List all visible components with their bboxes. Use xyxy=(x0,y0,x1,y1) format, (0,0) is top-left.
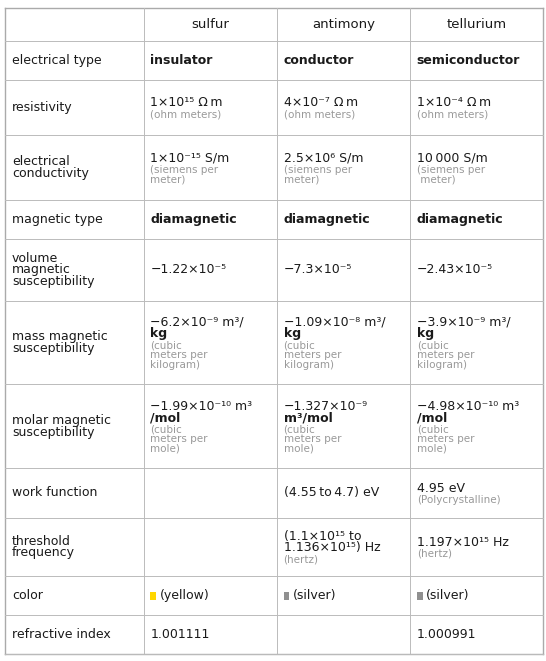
Text: molar magnetic: molar magnetic xyxy=(12,414,111,427)
Text: (hertz): (hertz) xyxy=(417,549,452,559)
Text: susceptibility: susceptibility xyxy=(12,342,94,355)
Text: −1.22×10⁻⁵: −1.22×10⁻⁵ xyxy=(151,264,227,276)
Text: insulator: insulator xyxy=(151,54,213,67)
Text: 2.5×10⁶ S/m: 2.5×10⁶ S/m xyxy=(283,151,363,165)
Text: magnetic type: magnetic type xyxy=(12,214,103,226)
Text: kg: kg xyxy=(283,327,301,340)
Bar xyxy=(283,592,289,600)
Text: refractive index: refractive index xyxy=(12,629,111,641)
Text: mole): mole) xyxy=(151,444,180,453)
Text: mole): mole) xyxy=(417,444,447,453)
Text: electrical: electrical xyxy=(12,155,70,169)
Text: sulfur: sulfur xyxy=(192,18,229,31)
Text: frequency: frequency xyxy=(12,546,75,559)
Text: diamagnetic: diamagnetic xyxy=(283,214,370,226)
Text: −1.09×10⁻⁸ m³/: −1.09×10⁻⁸ m³/ xyxy=(283,316,385,329)
Text: meters per: meters per xyxy=(417,350,474,360)
Bar xyxy=(151,592,156,600)
Text: diamagnetic: diamagnetic xyxy=(417,214,503,226)
Text: 1×10⁻⁴ Ω m: 1×10⁻⁴ Ω m xyxy=(417,97,491,109)
Text: conductor: conductor xyxy=(283,54,354,67)
Text: /mol: /mol xyxy=(151,411,181,424)
Text: (hertz): (hertz) xyxy=(283,555,318,564)
Text: tellurium: tellurium xyxy=(447,18,507,31)
Text: (silver): (silver) xyxy=(426,589,469,602)
Text: resistivity: resistivity xyxy=(12,101,73,114)
Text: (4.55 to 4.7) eV: (4.55 to 4.7) eV xyxy=(283,486,379,500)
Text: 4×10⁻⁷ Ω m: 4×10⁻⁷ Ω m xyxy=(283,97,358,109)
Text: meters per: meters per xyxy=(417,434,474,444)
Bar xyxy=(417,592,423,600)
Text: 1×10⁻¹⁵ S/m: 1×10⁻¹⁵ S/m xyxy=(151,151,230,165)
Text: (siemens per: (siemens per xyxy=(283,165,352,175)
Text: meters per: meters per xyxy=(283,434,341,444)
Text: mass magnetic: mass magnetic xyxy=(12,330,108,343)
Text: (cubic: (cubic xyxy=(283,424,315,434)
Text: meter): meter) xyxy=(283,175,319,184)
Text: (silver): (silver) xyxy=(293,589,336,602)
Text: kilogram): kilogram) xyxy=(417,360,467,369)
Text: 1.001111: 1.001111 xyxy=(151,629,210,641)
Text: (cubic: (cubic xyxy=(417,340,448,350)
Text: (ohm meters): (ohm meters) xyxy=(151,109,222,120)
Text: semiconductor: semiconductor xyxy=(417,54,520,67)
Text: susceptibility: susceptibility xyxy=(12,426,94,439)
Text: magnetic: magnetic xyxy=(12,264,71,276)
Text: (cubic: (cubic xyxy=(151,340,182,350)
Text: 1×10¹⁵ Ω m: 1×10¹⁵ Ω m xyxy=(151,97,223,109)
Text: meters per: meters per xyxy=(151,350,208,360)
Text: volume: volume xyxy=(12,252,58,265)
Text: threshold: threshold xyxy=(12,535,71,547)
Text: −1.327×10⁻⁹: −1.327×10⁻⁹ xyxy=(283,399,367,412)
Text: meters per: meters per xyxy=(283,350,341,360)
Text: 1.136×10¹⁵) Hz: 1.136×10¹⁵) Hz xyxy=(283,541,380,555)
Text: antimony: antimony xyxy=(312,18,375,31)
Text: (cubic: (cubic xyxy=(151,424,182,434)
Text: /mol: /mol xyxy=(417,411,447,424)
Text: electrical type: electrical type xyxy=(12,54,102,67)
Text: diamagnetic: diamagnetic xyxy=(151,214,237,226)
Text: −2.43×10⁻⁵: −2.43×10⁻⁵ xyxy=(417,264,492,276)
Text: −4.98×10⁻¹⁰ m³: −4.98×10⁻¹⁰ m³ xyxy=(417,399,519,412)
Text: 1.000991: 1.000991 xyxy=(417,629,476,641)
Text: −6.2×10⁻⁹ m³/: −6.2×10⁻⁹ m³/ xyxy=(151,316,244,329)
Text: susceptibility: susceptibility xyxy=(12,275,94,288)
Text: 4.95 eV: 4.95 eV xyxy=(417,482,465,494)
Text: (cubic: (cubic xyxy=(417,424,448,434)
Text: meter): meter) xyxy=(151,175,186,184)
Text: kg: kg xyxy=(151,327,168,340)
Text: kg: kg xyxy=(417,327,434,340)
Text: 1.197×10¹⁵ Hz: 1.197×10¹⁵ Hz xyxy=(417,535,508,549)
Text: color: color xyxy=(12,589,43,602)
Text: (1.1×10¹⁵ to: (1.1×10¹⁵ to xyxy=(283,529,361,543)
Text: (Polycrystalline): (Polycrystalline) xyxy=(417,494,500,505)
Text: (cubic: (cubic xyxy=(283,340,315,350)
Text: (yellow): (yellow) xyxy=(159,589,209,602)
Text: (ohm meters): (ohm meters) xyxy=(283,109,355,120)
Text: conductivity: conductivity xyxy=(12,167,89,180)
Text: meters per: meters per xyxy=(151,434,208,444)
Text: kilogram): kilogram) xyxy=(283,360,334,369)
Text: m³/mol: m³/mol xyxy=(283,411,333,424)
Text: meter): meter) xyxy=(417,175,455,184)
Text: −1.99×10⁻¹⁰ m³: −1.99×10⁻¹⁰ m³ xyxy=(151,399,253,412)
Text: mole): mole) xyxy=(283,444,313,453)
Text: −3.9×10⁻⁹ m³/: −3.9×10⁻⁹ m³/ xyxy=(417,316,511,329)
Text: (siemens per: (siemens per xyxy=(417,165,485,175)
Text: work function: work function xyxy=(12,486,97,500)
Text: kilogram): kilogram) xyxy=(151,360,200,369)
Text: (siemens per: (siemens per xyxy=(151,165,218,175)
Text: 10 000 S/m: 10 000 S/m xyxy=(417,151,488,165)
Text: (ohm meters): (ohm meters) xyxy=(417,109,488,120)
Text: −7.3×10⁻⁵: −7.3×10⁻⁵ xyxy=(283,264,352,276)
